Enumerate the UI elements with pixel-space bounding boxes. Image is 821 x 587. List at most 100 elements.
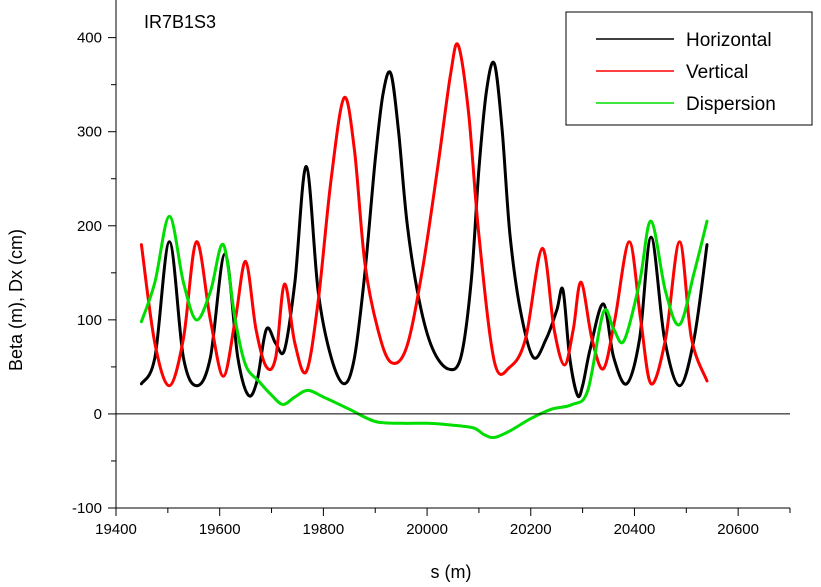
- data-point-dispersion: [638, 281, 641, 284]
- data-point-dispersion: [623, 339, 625, 342]
- data-point-dispersion: [612, 328, 615, 331]
- legend-label-vertical: Vertical: [686, 62, 748, 83]
- data-point-horizontal: [382, 93, 384, 95]
- data-point-vertical: [591, 337, 593, 340]
- data-point-vertical: [541, 247, 543, 250]
- data-point-horizontal: [237, 356, 239, 359]
- data-point-horizontal: [294, 281, 296, 284]
- data-point-dispersion: [650, 220, 652, 222]
- data-point-vertical: [509, 366, 511, 368]
- y-tick-label: -100: [72, 500, 102, 517]
- data-point-vertical: [389, 361, 392, 363]
- data-point-dispersion: [294, 396, 296, 398]
- data-point-dispersion: [154, 281, 156, 284]
- x-tick-label: 20200: [510, 521, 552, 538]
- data-point-vertical: [690, 337, 693, 340]
- data-point-horizontal: [545, 337, 548, 340]
- data-point-horizontal: [209, 356, 212, 359]
- x-tick-label: 20000: [406, 521, 448, 538]
- data-point-dispersion: [493, 436, 496, 439]
- data-point-horizontal: [353, 356, 356, 359]
- data-point-dispersion: [348, 408, 351, 411]
- data-point-horizontal: [501, 130, 504, 133]
- chart-title: IR7B1S3: [144, 12, 216, 32]
- data-point-dispersion: [282, 403, 284, 406]
- x-tick-label: 19400: [95, 521, 137, 538]
- x-axis-label: s (m): [431, 562, 472, 582]
- y-tick-label: 100: [77, 312, 102, 329]
- data-point-vertical: [343, 97, 345, 99]
- legend-label-horizontal: Horizontal: [686, 30, 772, 51]
- data-point-dispersion: [244, 364, 247, 366]
- data-point-vertical: [457, 44, 459, 46]
- data-point-horizontal: [485, 88, 488, 91]
- data-point-horizontal: [397, 130, 400, 133]
- data-point-dispersion: [587, 389, 589, 392]
- data-point-vertical: [524, 337, 527, 340]
- data-point-dispersion: [182, 281, 185, 284]
- data-point-dispersion: [509, 430, 511, 432]
- data-point-vertical: [305, 370, 308, 373]
- data-point-vertical: [195, 240, 198, 243]
- data-point-horizontal: [343, 383, 345, 385]
- y-ticks: -100 0 100 200 300 400: [72, 30, 116, 517]
- data-point-vertical: [639, 319, 642, 321]
- data-point-horizontal: [447, 367, 449, 370]
- data-point-dispersion: [472, 427, 475, 429]
- data-point-horizontal: [612, 356, 615, 359]
- data-point-vertical: [283, 283, 286, 285]
- y-tick-label: 200: [77, 218, 102, 235]
- y-tick-label: 300: [77, 124, 102, 141]
- data-point-vertical: [154, 342, 156, 345]
- data-point-dispersion: [602, 311, 605, 314]
- data-point-vertical: [255, 328, 257, 331]
- data-point-vertical: [294, 342, 296, 345]
- legend-box: [565, 11, 813, 126]
- x-ticks: 19400 19600 19800 20000 20200 20400 20600: [95, 508, 791, 538]
- data-point-vertical: [317, 300, 320, 302]
- data-point-dispersion: [426, 422, 428, 425]
- data-point-dispersion: [550, 408, 553, 411]
- data-point-vertical: [405, 347, 408, 349]
- data-point-horizontal: [168, 240, 171, 243]
- legend-label-dispersion: Dispersion: [686, 94, 776, 115]
- data-point-vertical: [168, 384, 171, 387]
- data-point-horizontal: [519, 309, 522, 312]
- data-point-dispersion: [571, 403, 574, 406]
- data-point-dispersion: [222, 243, 225, 246]
- data-point-vertical: [421, 272, 423, 274]
- data-point-horizontal: [650, 236, 652, 238]
- data-point-horizontal: [693, 337, 695, 340]
- data-point-vertical: [613, 319, 616, 321]
- y-tick-label: 0: [94, 406, 102, 423]
- data-point-horizontal: [602, 303, 605, 305]
- x-tick-label: 19800: [303, 521, 345, 538]
- data-point-horizontal: [470, 281, 472, 284]
- data-point-horizontal: [509, 234, 511, 236]
- data-point-horizontal: [638, 337, 641, 340]
- data-point-horizontal: [706, 243, 708, 246]
- data-point-vertical: [222, 375, 225, 378]
- data-point-horizontal: [305, 165, 308, 168]
- data-point-vertical: [563, 364, 566, 366]
- x-tick-label: 19600: [199, 521, 241, 538]
- data-point-vertical: [330, 177, 332, 180]
- data-point-dispersion: [678, 323, 681, 326]
- data-point-horizontal: [265, 328, 268, 331]
- data-point-vertical: [364, 262, 366, 265]
- data-point-horizontal: [589, 347, 592, 349]
- data-point-dispersion: [270, 394, 273, 396]
- data-point-vertical: [377, 328, 379, 331]
- data-point-vertical: [140, 243, 143, 246]
- data-point-dispersion: [693, 272, 695, 274]
- x-tick-label: 20600: [717, 521, 759, 538]
- data-point-dispersion: [400, 422, 402, 425]
- data-point-vertical: [244, 260, 247, 263]
- data-point-dispersion: [307, 389, 309, 392]
- data-point-vertical: [478, 234, 480, 236]
- data-point-dispersion: [706, 220, 708, 222]
- data-point-vertical: [572, 328, 575, 331]
- data-point-dispersion: [374, 420, 377, 423]
- data-point-horizontal: [182, 356, 185, 359]
- data-point-dispersion: [483, 433, 485, 436]
